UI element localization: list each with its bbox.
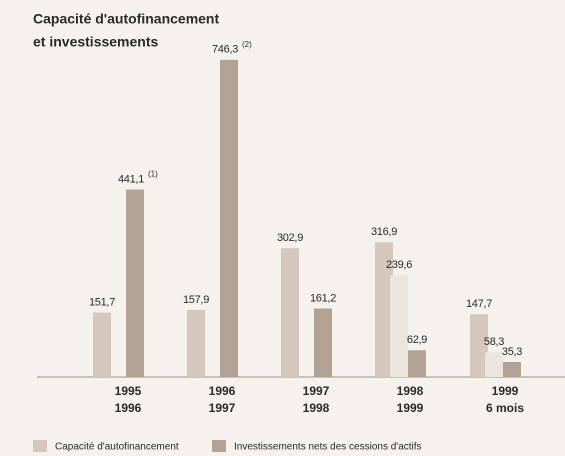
value-label: 147,7 [466, 298, 492, 310]
value-note: (2) [242, 40, 252, 49]
bar [375, 242, 393, 377]
bar [187, 309, 205, 377]
bar [503, 361, 521, 377]
x-tick-label: 1997 [303, 384, 330, 398]
x-tick-label: 1997 [209, 401, 236, 415]
chart-title: Capacité d'autofinancement [33, 11, 219, 27]
x-tick-label: 1999 [397, 401, 424, 415]
bar [485, 352, 503, 377]
chart-title: et investissements [33, 34, 158, 50]
bar [126, 189, 144, 377]
x-tick-label: 1998 [397, 384, 424, 398]
x-tick-label: 1998 [303, 401, 330, 415]
value-label: 151,7 [89, 296, 115, 308]
x-tick-label: 1995 [115, 384, 142, 398]
legend-label: Capacité d'autofinancement [55, 442, 179, 453]
x-tick-label: 1999 [492, 384, 519, 398]
bar [408, 350, 426, 377]
x-tick-label: 6 mois [486, 401, 524, 415]
value-label: 302,9 [277, 232, 303, 244]
bar [281, 248, 299, 377]
legend-swatch [212, 440, 226, 452]
x-tick-label: 1996 [209, 384, 236, 398]
value-label: 316,9 [371, 226, 397, 238]
bar [93, 312, 111, 377]
value-label: 157,9 [183, 294, 209, 306]
value-label: 239,6 [386, 259, 412, 271]
bar [390, 275, 408, 377]
value-note: (1) [148, 170, 158, 179]
bar [220, 59, 238, 377]
value-label: 161,2 [310, 292, 336, 304]
bar [314, 308, 332, 377]
value-label: 746,3 [212, 44, 238, 56]
x-tick-label: 1996 [115, 401, 142, 415]
bar [470, 314, 488, 377]
value-label: 62,9 [407, 334, 427, 346]
legend-label: Investissements nets des cessions d'acti… [234, 442, 422, 453]
value-label: 441,1 [118, 173, 144, 185]
legend-swatch [33, 440, 47, 452]
value-label: 35,3 [502, 346, 522, 358]
value-label: 58,3 [484, 336, 504, 348]
